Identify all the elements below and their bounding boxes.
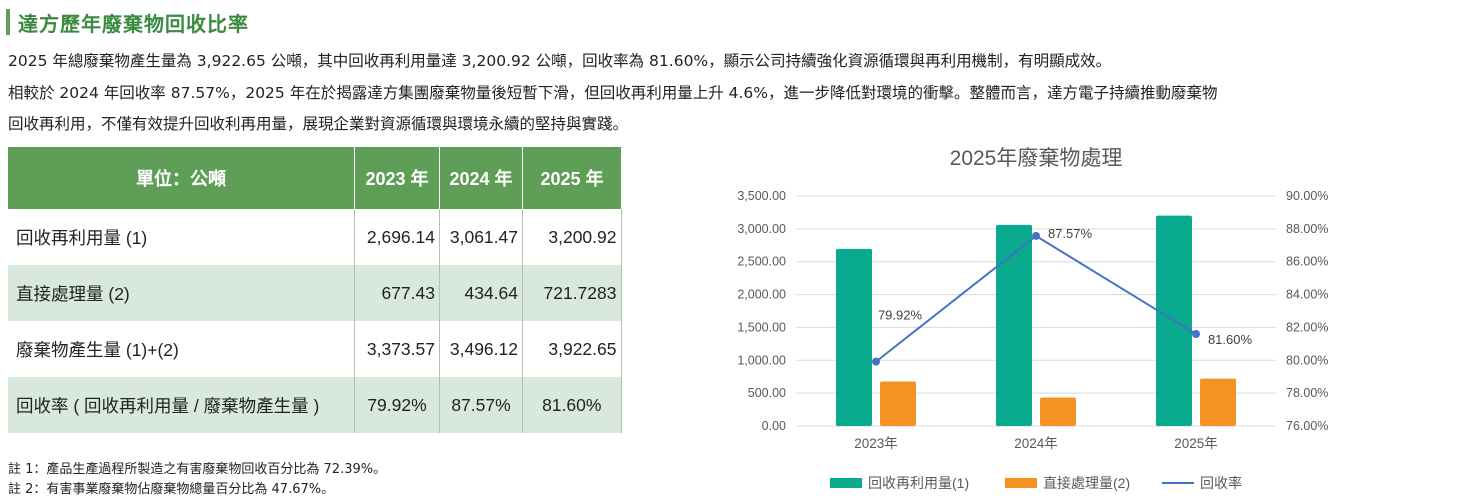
bar-recycle: [836, 248, 872, 426]
paragraph-1: 2025 年總廢棄物產生量為 3,922.65 公噸，其中回收再利用量達 3,2…: [8, 52, 1112, 70]
cell-2024: 87.57%: [439, 377, 523, 433]
cell-2023: 2,696.14: [354, 209, 440, 265]
rate-data-label: 87.57%: [1048, 226, 1093, 241]
legend-swatch: [1005, 478, 1037, 488]
cell-2024: 3,061.47: [439, 209, 523, 265]
header-2024: 2024 年: [439, 147, 523, 209]
cell-2025: 3,922.65: [522, 321, 622, 377]
title-accent-bar: [6, 9, 10, 35]
y-left-tick-label: 1,500.00: [737, 320, 786, 334]
y-right-tick-label: 90.00%: [1286, 189, 1328, 203]
cell-2023: 79.92%: [354, 377, 440, 433]
y-right-tick-label: 84.00%: [1286, 288, 1328, 302]
y-right-tick-label: 76.00%: [1286, 419, 1328, 433]
table-row: 回收率 ( 回收再利用量 / 廢棄物產生量 ) 79.92% 87.57% 81…: [8, 377, 622, 433]
row-label: 廢棄物產生量 (1)+(2): [8, 321, 355, 377]
bar-recycle: [996, 224, 1032, 426]
rate-point: [872, 357, 880, 366]
cell-2023: 3,373.57: [354, 321, 440, 377]
row-label: 回收率 ( 回收再利用量 / 廢棄物產生量 ): [8, 377, 355, 433]
x-tick-label: 2025年: [1174, 436, 1218, 451]
y-right-tick-label: 88.00%: [1286, 222, 1328, 236]
legend-label: 直接處理量(2): [1043, 475, 1130, 491]
cell-2025: 721.7283: [522, 265, 622, 321]
y-right-tick-label: 86.00%: [1286, 255, 1328, 269]
paragraph-2: 相較於 2024 年回收率 87.57%，2025 年在於揭露達方集團廢棄物量後…: [8, 84, 1218, 102]
waste-chart: 2025年廢棄物處理 0.00 500.00 1,000.00 1,500.00 2,00…: [737, 147, 1328, 491]
cell-2024: 434.64: [439, 265, 523, 321]
paragraph-3: 回收再利用，不僅有效提升回收利再用量，展現企業對資源循環與環境永續的堅持與實踐。: [8, 115, 629, 133]
bar-direct: [1040, 397, 1076, 426]
y-left-tick-label: 3,500.00: [737, 189, 786, 203]
y-right-tick-label: 82.00%: [1286, 320, 1328, 334]
y-left-tick-label: 500.00: [748, 386, 786, 400]
header-2025: 2025 年: [522, 147, 621, 209]
legend-label: 回收率: [1200, 475, 1242, 491]
rate-point: [1192, 330, 1200, 338]
x-tick-label: 2023年: [854, 436, 898, 451]
bar-direct: [1200, 378, 1236, 426]
cell-2024: 3,496.12: [439, 321, 523, 377]
y-left-tick-label: 2,000.00: [737, 288, 786, 302]
cell-2025: 3,200.92: [522, 209, 622, 265]
section-title: 達方歷年廢棄物回收比率: [18, 11, 249, 36]
rate-line: [875, 234, 1197, 363]
table-row: 直接處理量 (2) 677.43 434.64 721.7283: [8, 265, 622, 321]
bar-direct: [880, 381, 916, 426]
chart-title: 2025年廢棄物處理: [950, 147, 1123, 170]
row-label: 回收再利用量 (1): [8, 209, 355, 265]
footnote-1: 註 1：產品生產過程所製造之有害廢棄物回收百分比為 72.39%。: [8, 462, 387, 477]
header-2023: 2023 年: [354, 147, 440, 209]
cell-2023: 677.43: [354, 265, 440, 321]
y-right-tick-label: 78.00%: [1286, 386, 1328, 400]
legend-label: 回收再利用量(1): [868, 475, 969, 491]
rate-point: [1032, 231, 1040, 240]
waste-table: 單位：公噸 2023 年 2024 年 2025 年 回收再利用量 (1) 2,…: [8, 147, 622, 433]
y-left-tick-label: 3,000.00: [737, 222, 786, 236]
table-row: 回收再利用量 (1) 2,696.14 3,061.47 3,200.92: [8, 209, 622, 265]
rate-data-label: 81.60%: [1208, 332, 1253, 347]
rate-data-label: 79.92%: [878, 308, 923, 323]
y-left-tick-label: 0.00: [762, 419, 786, 433]
cell-2025: 81.60%: [522, 377, 622, 433]
row-label: 直接處理量 (2): [8, 265, 355, 321]
y-right-tick-label: 80.00%: [1286, 353, 1328, 367]
footnote-2: 註 2：有害事業廢棄物佔廢棄物總量百分比為 47.67%。: [8, 482, 335, 497]
section-header: 達方歷年廢棄物回收比率: [6, 8, 249, 36]
y-left-tick-label: 2,500.00: [737, 255, 786, 269]
y-left-tick-label: 1,000.00: [737, 353, 786, 367]
x-tick-label: 2024年: [1014, 436, 1058, 451]
table-header-row: 單位：公噸 2023 年 2024 年 2025 年: [8, 147, 621, 209]
header-unit: 單位：公噸: [8, 147, 355, 209]
table-row: 廢棄物產生量 (1)+(2) 3,373.57 3,496.12 3,922.6…: [8, 321, 622, 377]
legend-swatch: [830, 478, 862, 488]
